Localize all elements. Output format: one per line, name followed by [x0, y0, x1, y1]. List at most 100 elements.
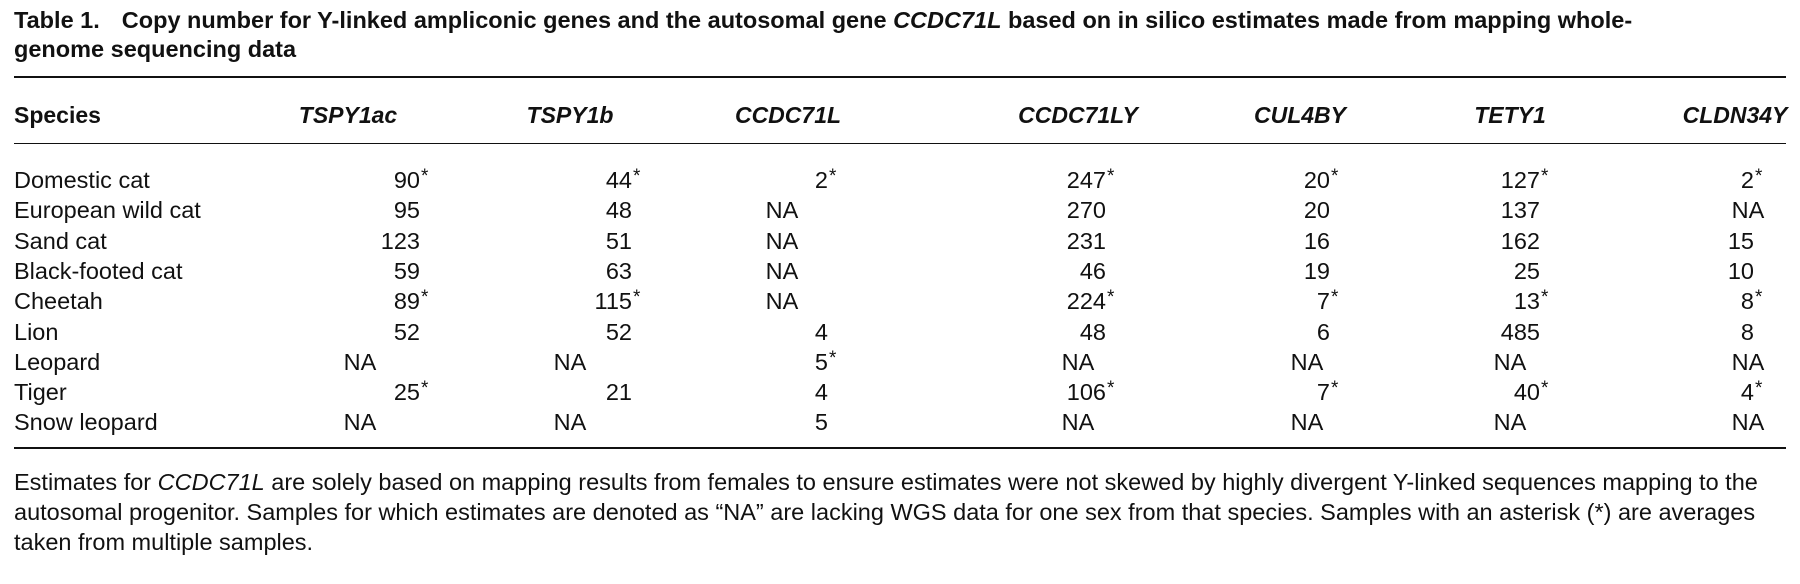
value-cell: NA	[1731, 348, 1765, 375]
cell-number: 51	[605, 227, 632, 254]
asterisk-marker: *	[1331, 378, 1339, 400]
cell-number: 5	[814, 409, 828, 436]
cell-number: 59	[393, 257, 420, 284]
cell-number: 16	[1303, 227, 1330, 254]
cell-number: 137	[1500, 197, 1540, 224]
table-top-rule	[14, 76, 1786, 78]
cell-number: 25	[393, 379, 420, 406]
cell-number: 115	[594, 288, 632, 315]
cell-number: 7	[1316, 379, 1330, 406]
cell-number: 89	[393, 288, 420, 315]
column-header-cldn34y: CLDN34Y	[1682, 102, 1788, 128]
table-footnote: Estimates for CCDC71L are solely based o…	[14, 467, 1786, 557]
asterisk-marker: *	[1541, 166, 1549, 187]
cell-number: 63	[605, 257, 632, 284]
value-cell: NA	[1731, 197, 1765, 224]
species-cell: Lion	[14, 318, 59, 345]
caption-text-before: Copy number for Y-linked ampliconic gene…	[121, 7, 894, 33]
table-row: Black-footed cat 59 63 NA 46 19 25 10	[0, 256, 1800, 286]
cell-number: 25	[1513, 257, 1540, 284]
value-cell: NA	[1493, 348, 1527, 375]
asterisk-marker: *	[829, 166, 837, 187]
species-cell: Tiger	[14, 379, 67, 406]
cell-number: 224	[1066, 288, 1106, 315]
cell-number: 52	[393, 318, 420, 345]
table-row: Leopard NA NA 5 * NA NA NA NA	[0, 347, 1800, 377]
column-header-species: Species	[14, 102, 101, 128]
asterisk-marker: *	[1755, 378, 1763, 400]
value-cell: NA	[1061, 409, 1095, 436]
species-cell: Domestic cat	[14, 167, 150, 193]
cell-number: 4	[814, 318, 828, 345]
cell-number: 19	[1303, 257, 1330, 284]
cell-number: 21	[605, 379, 632, 406]
table-row: European wild cat 95 48 NA 270 20 137 NA	[0, 195, 1800, 225]
cell-number: 231	[1066, 227, 1106, 254]
cell-number: 123	[380, 227, 420, 254]
column-header-tspy1b: TSPY1b	[526, 102, 614, 128]
cell-number: 270	[1066, 197, 1106, 224]
cell-number: 162	[1500, 227, 1540, 254]
value-cell: NA	[765, 257, 799, 284]
asterisk-marker: *	[1541, 378, 1549, 400]
cell-number: 52	[605, 318, 632, 345]
cell-number: 2	[814, 167, 828, 193]
asterisk-marker: *	[1755, 166, 1763, 187]
header-rule	[14, 143, 1786, 144]
asterisk-marker: *	[1755, 287, 1763, 309]
asterisk-marker: *	[421, 166, 429, 187]
cell-number: 44	[605, 167, 632, 193]
table-label: Table 1.	[14, 7, 100, 33]
value-cell: NA	[765, 288, 799, 315]
column-header-tspy1ac: TSPY1ac	[298, 102, 398, 128]
table-row: Cheetah 89 * 115 * NA 224 * 7 * 13 * 8 *	[0, 286, 1800, 316]
table-row: Sand cat 123 51 NA 231 16 162 15	[0, 226, 1800, 256]
cell-number: 5	[814, 348, 828, 375]
column-header-ccdc71l: CCDC71L	[734, 102, 842, 128]
footnote-text-start: Estimates for	[14, 469, 158, 495]
cell-number: 4	[814, 379, 828, 406]
species-cell: European wild cat	[14, 197, 201, 224]
asterisk-marker: *	[1331, 287, 1339, 309]
cell-number: 6	[1316, 318, 1330, 345]
cell-number: 46	[1079, 257, 1106, 284]
cell-number: 40	[1513, 379, 1540, 406]
table-caption: Table 1. Copy number for Y-linked amplico…	[14, 6, 1786, 64]
value-cell: NA	[553, 409, 587, 436]
column-header-cul4by: CUL4BY	[1253, 102, 1347, 128]
table-row: Snow leopard NA NA 5 NA NA NA NA	[0, 407, 1800, 437]
footnote-gene-name: CCDC71L	[157, 469, 265, 495]
cell-number: 95	[393, 197, 420, 224]
cell-number: 127	[1500, 167, 1540, 193]
caption-text-after: based on in silico estimates made from m…	[1001, 7, 1633, 33]
asterisk-marker: *	[1541, 287, 1549, 309]
asterisk-marker: *	[421, 287, 429, 309]
asterisk-marker: *	[633, 287, 641, 309]
asterisk-marker: *	[1331, 166, 1339, 187]
asterisk-marker: *	[633, 166, 641, 187]
cell-number: 247	[1066, 167, 1106, 193]
cell-number: 48	[605, 197, 632, 224]
value-cell: NA	[765, 227, 799, 254]
value-cell: NA	[1493, 409, 1527, 436]
cell-number: 90	[393, 167, 420, 193]
species-cell: Snow leopard	[14, 409, 158, 436]
asterisk-marker: *	[829, 347, 837, 369]
species-cell: Black-footed cat	[14, 257, 183, 284]
cell-number: 106	[1066, 379, 1106, 406]
asterisk-marker: *	[1107, 287, 1115, 309]
column-header-ccdc71ly: CCDC71LY	[1018, 102, 1138, 128]
cell-number: 485	[1500, 318, 1540, 345]
cell-number: 4	[1740, 379, 1754, 406]
value-cell: NA	[343, 409, 377, 436]
asterisk-marker: *	[1107, 378, 1115, 400]
caption-gene-name: CCDC71L	[893, 7, 1002, 33]
value-cell: NA	[1290, 348, 1324, 375]
cell-number: 8	[1740, 288, 1754, 315]
value-cell: NA	[1061, 348, 1095, 375]
cell-number: 20	[1303, 197, 1330, 224]
cell-number: 15	[1727, 227, 1754, 254]
table-row: Lion 52 52 4 48 6 485 8	[0, 317, 1800, 347]
cell-number: 2	[1740, 167, 1754, 193]
caption-text-line2: genome sequencing data	[14, 36, 297, 62]
